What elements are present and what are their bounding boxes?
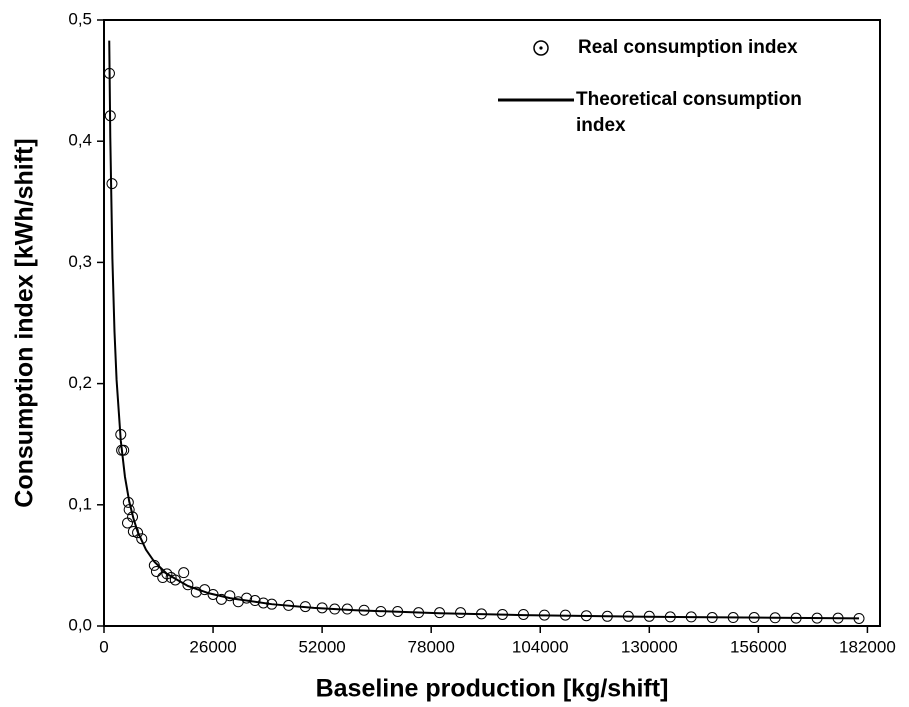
data-point (121, 517, 133, 529)
x-tick-label: 156000 (730, 637, 787, 656)
y-tick-label: 0,2 (68, 373, 92, 392)
plot-frame (103, 19, 881, 627)
y-tick-label: 0,3 (68, 252, 92, 271)
data-point (169, 574, 181, 586)
data-point (161, 568, 173, 580)
y-tick-label: 0,4 (68, 131, 92, 150)
plot-area (104, 40, 865, 624)
x-tick-label: 52000 (298, 637, 345, 656)
y-axis-title: Consumption index [kWh/shift] (11, 138, 39, 507)
x-tick-label: 182000 (839, 637, 896, 656)
data-point (150, 565, 162, 577)
data-point (118, 444, 130, 456)
x-tick-label: 78000 (408, 637, 455, 656)
data-point (182, 579, 194, 591)
y-tick-label: 0,0 (68, 615, 92, 634)
y-tick-label: 0,1 (68, 494, 92, 513)
legend-label: Theoretical consumption index (576, 89, 802, 136)
x-tick-label: 104000 (512, 637, 569, 656)
data-point (157, 572, 169, 584)
data-point (132, 527, 144, 539)
theoretical-curve (108, 40, 860, 620)
x-tick-label: 130000 (621, 637, 678, 656)
x-tick-label: 0 (99, 637, 108, 656)
legend-symbol (533, 40, 549, 56)
data-point (178, 567, 190, 579)
legend-label: Real consumption index (578, 37, 798, 58)
legend-symbol-dot (539, 46, 543, 50)
data-point (224, 590, 236, 602)
data-point (136, 533, 148, 545)
data-point (241, 592, 253, 604)
data-point (190, 586, 202, 598)
x-axis-title: Baseline production [kg/shift] (316, 675, 669, 703)
x-tick-label: 26000 (189, 637, 236, 656)
y-tick-label: 0,5 (68, 9, 92, 28)
